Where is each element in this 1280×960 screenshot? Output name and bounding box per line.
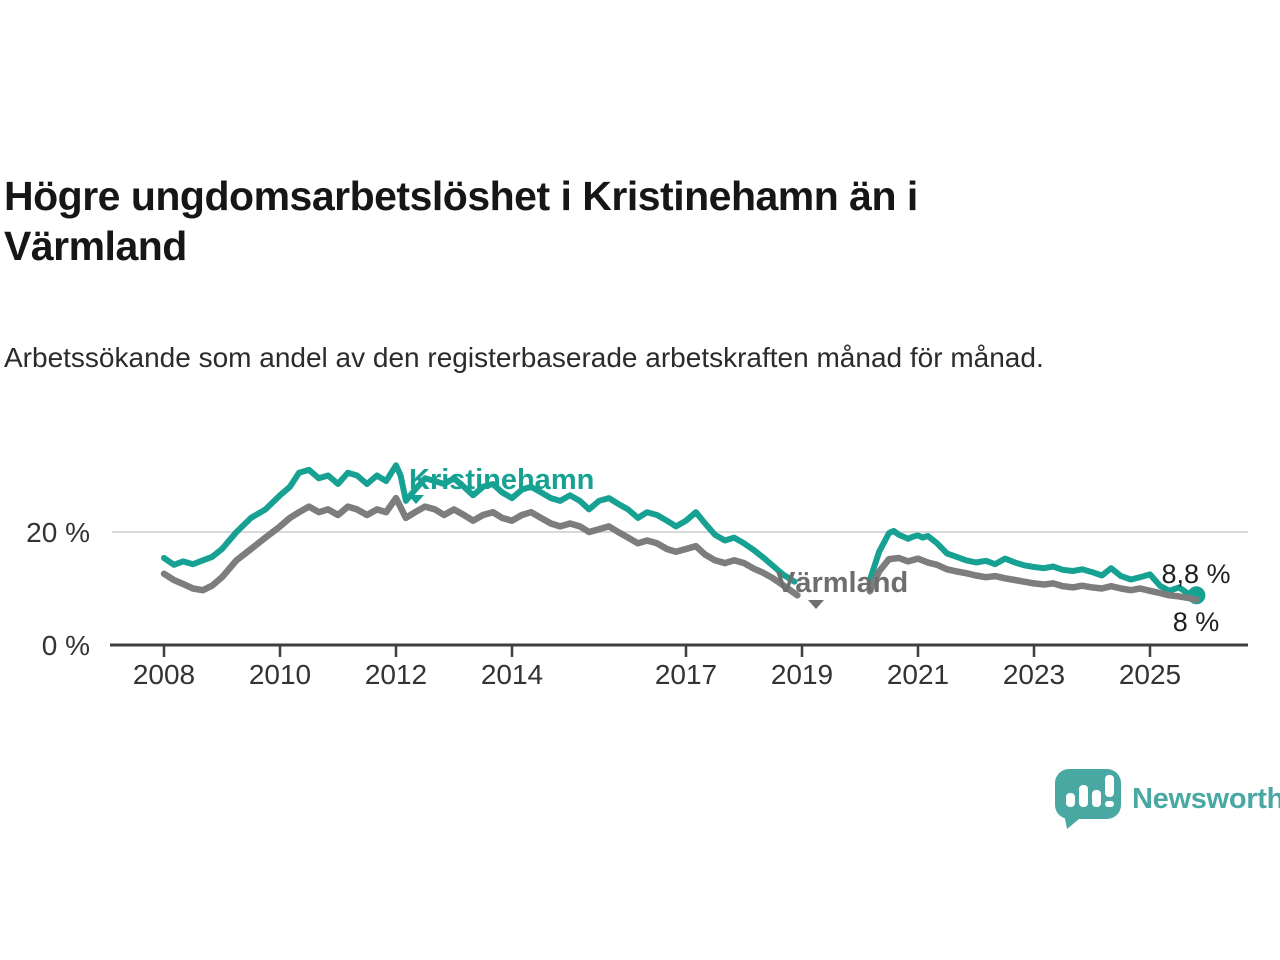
newsworthy-bubble-barchart-icon bbox=[1055, 769, 1121, 829]
x-tick-label: 2010 bbox=[249, 659, 311, 690]
x-tick-label: 2021 bbox=[887, 659, 949, 690]
series-line-värmland bbox=[866, 554, 1200, 604]
series-label-pointer bbox=[808, 600, 824, 609]
series-label-värmland: Värmland bbox=[776, 567, 908, 599]
series-line-kristinehamn bbox=[161, 462, 798, 585]
x-tick-label: 2017 bbox=[655, 659, 717, 690]
chart-subtitle: Arbetssökande som andel av den registerb… bbox=[4, 342, 1044, 373]
x-tick-label: 2025 bbox=[1119, 659, 1181, 690]
series-label-kristinehamn: Kristinehamn bbox=[409, 464, 594, 496]
x-tick-label: 2014 bbox=[481, 659, 543, 690]
x-tick-label: 2008 bbox=[133, 659, 195, 690]
newsworthy-branding: Newsworthy bbox=[1054, 768, 1280, 831]
series-line-kristinehamn bbox=[866, 527, 1200, 599]
brand-name: Newsworthy bbox=[1132, 783, 1280, 815]
end-value-label: 8 % bbox=[1173, 607, 1220, 637]
series-label-pointer bbox=[408, 495, 424, 504]
series-line-värmland bbox=[160, 494, 801, 599]
chart-title: Högre ungdomsarbetslöshet i Kristinehamn… bbox=[4, 173, 918, 270]
end-value-label: 8,8 % bbox=[1161, 559, 1230, 589]
x-tick-label: 2019 bbox=[771, 659, 833, 690]
x-tick-label: 2012 bbox=[365, 659, 427, 690]
x-tick-label: 2023 bbox=[1003, 659, 1065, 690]
y-tick-label: 20 % bbox=[26, 517, 90, 548]
y-tick-label: 0 % bbox=[42, 630, 90, 661]
